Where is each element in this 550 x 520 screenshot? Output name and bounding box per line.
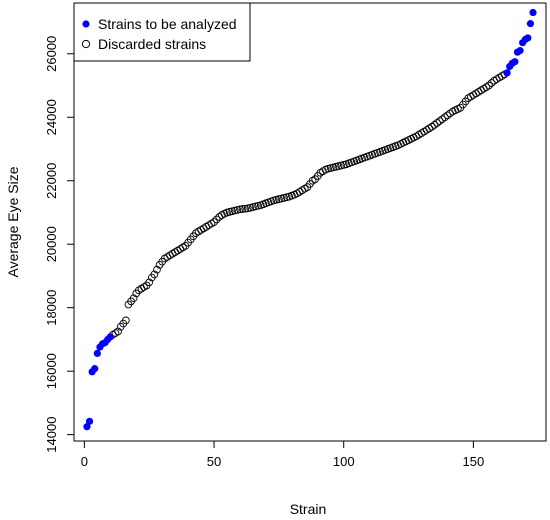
legend-marker-discarded bbox=[81, 39, 91, 49]
discarded-point bbox=[114, 327, 122, 336]
discarded-point bbox=[153, 265, 161, 274]
analyzed-point bbox=[503, 69, 511, 77]
discarded-point bbox=[441, 113, 449, 122]
discarded-point bbox=[433, 119, 441, 127]
x-tick-label: 100 bbox=[333, 454, 355, 469]
y-tick-label: 22000 bbox=[44, 163, 59, 199]
discarded-point bbox=[428, 122, 436, 131]
analyzed-point bbox=[91, 365, 99, 373]
analyzed-point bbox=[106, 333, 114, 341]
discarded-point bbox=[443, 111, 452, 120]
discarded-point bbox=[435, 117, 444, 125]
x-tick-label: 150 bbox=[463, 454, 485, 469]
discarded-point bbox=[122, 316, 130, 325]
y-tick-label: 20000 bbox=[44, 226, 59, 262]
y-tick-label: 14000 bbox=[44, 417, 59, 453]
analyzed-point bbox=[516, 47, 524, 55]
y-axis: 14000 16000 18000 20000 22000 24000 26000 bbox=[44, 36, 75, 453]
legend-label-analyzed: Strains to be analyzed bbox=[98, 16, 237, 32]
discarded-strains-points bbox=[109, 70, 509, 339]
plot-frame bbox=[73, 2, 547, 442]
discarded-point bbox=[129, 294, 138, 303]
discarded-point bbox=[210, 218, 218, 226]
analyzed-strains-points bbox=[83, 8, 537, 431]
analyzed-point bbox=[524, 34, 532, 42]
discarded-point bbox=[238, 205, 247, 213]
legend-box bbox=[73, 2, 251, 62]
discarded-point bbox=[438, 115, 447, 124]
discarded-point bbox=[430, 121, 439, 129]
x-axis-label: Strain bbox=[290, 501, 327, 517]
legend-label-discarded: Discarded strains bbox=[98, 36, 206, 52]
y-tick-label: 24000 bbox=[44, 99, 59, 135]
legend: Strains to be analyzed Discarded strains bbox=[73, 2, 251, 62]
discarded-point bbox=[150, 270, 159, 279]
y-tick-label: 16000 bbox=[44, 353, 59, 389]
analyzed-point bbox=[85, 417, 94, 425]
discarded-point bbox=[241, 204, 250, 213]
y-tick-label: 18000 bbox=[44, 290, 59, 326]
x-axis: 0 50 100 150 bbox=[81, 440, 485, 469]
discarded-point bbox=[145, 278, 154, 287]
discarded-point bbox=[485, 81, 493, 90]
analyzed-point bbox=[511, 58, 519, 66]
x-tick-label: 0 bbox=[81, 454, 88, 469]
x-tick-label: 50 bbox=[207, 454, 221, 469]
discarded-point bbox=[236, 205, 244, 214]
discarded-point bbox=[487, 79, 496, 87]
legend-marker-analyzed bbox=[82, 20, 90, 28]
y-tick-label: 26000 bbox=[44, 36, 59, 72]
analyzed-point bbox=[529, 8, 537, 17]
y-axis-label: Average Eye Size bbox=[5, 166, 21, 277]
discarded-point bbox=[212, 215, 221, 224]
analyzed-point bbox=[526, 20, 535, 28]
analyzed-point bbox=[83, 423, 91, 431]
analyzed-point bbox=[93, 349, 101, 357]
